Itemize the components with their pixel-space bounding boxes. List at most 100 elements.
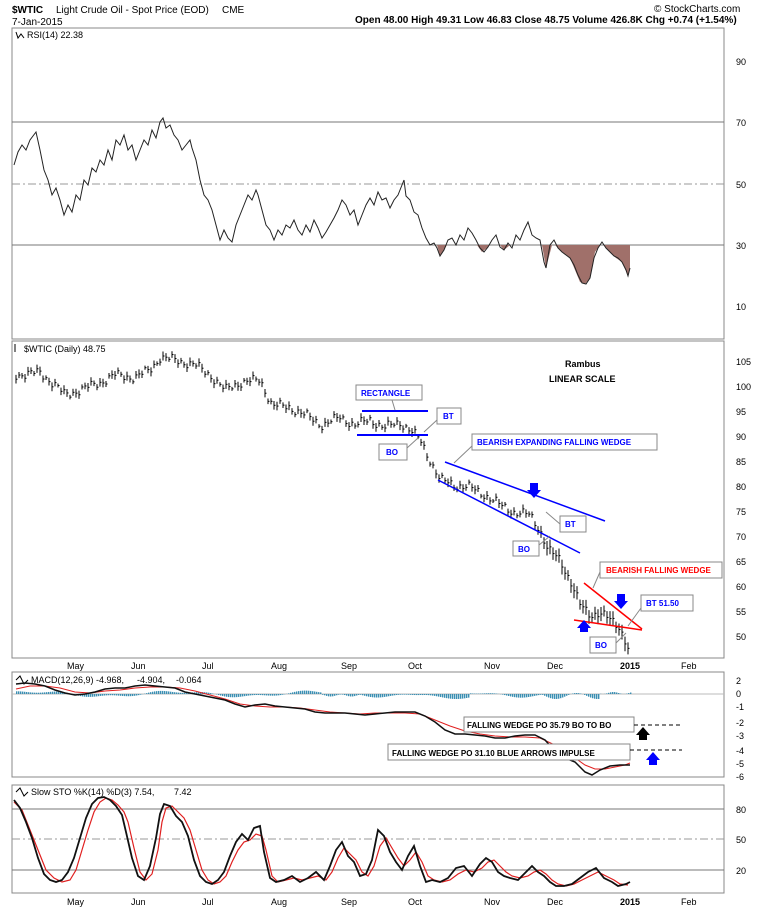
macd-hist-bar bbox=[532, 694, 534, 697]
macd-hist-bar bbox=[452, 694, 454, 699]
macd-hist-bar bbox=[250, 694, 252, 696]
macd-hist-bar bbox=[568, 694, 570, 695]
sto-d-line bbox=[13, 797, 629, 887]
macd-hist-bar bbox=[588, 694, 590, 697]
macd-hist-bar bbox=[32, 692, 34, 694]
macd-tick-m3: -3 bbox=[736, 731, 744, 741]
instrument-name: Light Crude Oil - Spot Price (EOD) bbox=[56, 5, 209, 16]
macd-hist-bar bbox=[146, 693, 148, 694]
macd-histogram bbox=[16, 690, 632, 699]
macd-hist-bar bbox=[628, 693, 630, 694]
bo1-label: BO bbox=[386, 448, 398, 457]
macd-hist-bar bbox=[404, 694, 406, 695]
macd-hist-bar bbox=[350, 694, 352, 697]
macd-label-signal: -4.904, bbox=[137, 675, 165, 685]
macd-hist-bar bbox=[242, 694, 244, 697]
macd-hist-bar bbox=[506, 694, 508, 696]
macd-hist-bar bbox=[58, 691, 60, 694]
macd-hist-bar bbox=[304, 690, 306, 694]
macd-hist-bar bbox=[138, 694, 140, 696]
macd-hist-bar bbox=[364, 694, 366, 696]
macd-hist-bar bbox=[300, 690, 302, 694]
month-label-top-aug: Aug bbox=[271, 661, 287, 671]
macd-hist-bar bbox=[88, 694, 90, 697]
linear-scale-note: LINEAR SCALE bbox=[549, 374, 616, 384]
macd-tick-m4: -4 bbox=[736, 746, 744, 756]
macd-hist-bar bbox=[234, 694, 236, 698]
bo3-label: BO bbox=[595, 641, 607, 650]
macd-hist-bar bbox=[50, 691, 52, 694]
macd-hist-bar bbox=[232, 694, 234, 698]
macd-hist-bar bbox=[610, 692, 612, 694]
macd-hist-bar bbox=[24, 691, 26, 694]
macd-hist-bar bbox=[198, 692, 200, 694]
macd-hist-bar bbox=[400, 694, 402, 695]
macd-hist-bar bbox=[104, 694, 106, 696]
credit: © StockCharts.com bbox=[654, 4, 740, 15]
price-tick-80: 80 bbox=[736, 482, 746, 492]
macd-hist-bar bbox=[344, 694, 346, 696]
macd-hist-bar bbox=[522, 694, 524, 698]
macd-hist-bar bbox=[594, 694, 596, 699]
macd-hist-bar bbox=[94, 694, 96, 697]
macd-hist-bar bbox=[312, 691, 314, 694]
macd-hist-bar bbox=[490, 693, 492, 694]
macd-hist-bar bbox=[564, 694, 566, 697]
price-tick-90: 90 bbox=[736, 432, 746, 442]
macd-panel bbox=[11, 671, 725, 778]
macd-hist-bar bbox=[220, 694, 222, 696]
month-label-bottom-2015: 2015 bbox=[620, 897, 640, 907]
macd-hist-bar bbox=[612, 692, 614, 694]
macd-hist-bar bbox=[280, 694, 282, 696]
macd-hist-bar bbox=[454, 694, 456, 699]
macd-hist-bar bbox=[446, 694, 448, 699]
price-tick-105: 105 bbox=[736, 357, 751, 367]
price-legend: $WTIC (Daily) 48.75 bbox=[14, 344, 106, 354]
sto-label-main: Slow STO %K(14) %D(3) 7.54, bbox=[31, 787, 154, 797]
down-arrow-1 bbox=[527, 483, 541, 498]
macd-hist-bar bbox=[166, 691, 168, 694]
macd-hist-bar bbox=[368, 694, 370, 697]
macd-hist-bar bbox=[482, 693, 484, 694]
macd-hist-bar bbox=[270, 694, 272, 696]
macd-hist-bar bbox=[174, 692, 176, 694]
macd-hist-bar bbox=[390, 694, 392, 696]
macd-hist-bar bbox=[534, 694, 536, 696]
bo2-callout bbox=[538, 535, 551, 546]
macd-hist-bar bbox=[552, 694, 554, 699]
macd-hist-bar bbox=[530, 694, 532, 697]
macd-hist-bar bbox=[492, 693, 494, 694]
macd-hist-bar bbox=[228, 694, 230, 698]
macd-hist-bar bbox=[152, 691, 154, 694]
macd-hist-bar bbox=[140, 694, 142, 695]
rsi-tick-10: 10 bbox=[736, 302, 746, 312]
macd-hist-bar bbox=[502, 694, 504, 695]
rsi-fill-6 bbox=[604, 245, 630, 276]
macd-hist-bar bbox=[614, 692, 616, 694]
macd-hist-bar bbox=[178, 692, 180, 694]
bo3-box bbox=[589, 636, 617, 654]
bt2-label: BT bbox=[565, 520, 576, 529]
macd-hist-bar bbox=[230, 694, 232, 698]
macd-hist-bar bbox=[118, 694, 120, 696]
macd-hist-bar bbox=[54, 691, 56, 694]
macd-label-hist: -0.064 bbox=[176, 675, 202, 685]
expanding-wedge-bottom bbox=[437, 479, 581, 554]
macd-hist-bar bbox=[438, 694, 440, 697]
macd-hist-bar bbox=[608, 692, 610, 694]
macd-tick-m2: -2 bbox=[736, 718, 744, 728]
macd-hist-bar bbox=[84, 694, 86, 697]
macd-hist-bar bbox=[184, 692, 186, 694]
macd-hist-bar bbox=[592, 694, 594, 699]
macd-hist-bar bbox=[380, 694, 382, 698]
macd-hist-bar bbox=[416, 694, 418, 696]
expanding-wedge-top bbox=[444, 461, 606, 522]
macd-hist-bar bbox=[466, 694, 468, 699]
macd-hist-bar bbox=[540, 694, 542, 695]
macd-hist-bar bbox=[272, 694, 274, 696]
macd-hist-bar bbox=[310, 690, 312, 694]
price-tick-85: 85 bbox=[736, 457, 746, 467]
macd-hist-bar bbox=[208, 692, 210, 694]
macd-hist-bar bbox=[194, 692, 196, 694]
macd-hist-bar bbox=[126, 694, 128, 697]
